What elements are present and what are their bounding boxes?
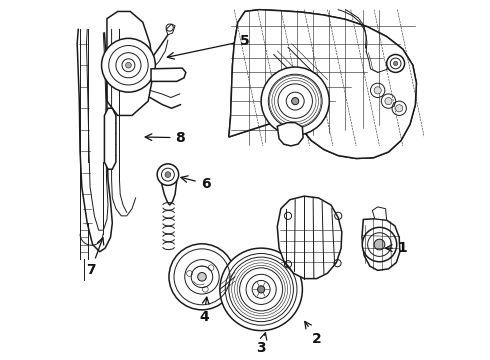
Polygon shape [277, 123, 303, 146]
Text: 2: 2 [305, 321, 321, 346]
Circle shape [220, 248, 302, 330]
Circle shape [387, 54, 405, 72]
Circle shape [261, 67, 329, 135]
Circle shape [362, 227, 397, 262]
Polygon shape [229, 10, 416, 158]
Text: 3: 3 [256, 333, 267, 355]
Polygon shape [372, 207, 387, 220]
Text: 6: 6 [181, 176, 210, 190]
Polygon shape [151, 68, 186, 81]
Text: 5: 5 [167, 34, 250, 59]
Polygon shape [277, 196, 342, 279]
Circle shape [169, 244, 235, 310]
Text: 1: 1 [386, 241, 408, 255]
Polygon shape [107, 12, 153, 116]
Polygon shape [166, 24, 175, 35]
Circle shape [292, 98, 299, 105]
Circle shape [395, 105, 403, 112]
Circle shape [165, 172, 171, 177]
Circle shape [246, 274, 276, 305]
Text: 7: 7 [86, 238, 104, 277]
Circle shape [385, 98, 392, 105]
Circle shape [185, 260, 219, 294]
Circle shape [374, 87, 381, 94]
Circle shape [258, 286, 265, 293]
Circle shape [125, 62, 131, 68]
Circle shape [116, 53, 141, 78]
Circle shape [278, 84, 313, 118]
Polygon shape [104, 108, 116, 169]
Circle shape [197, 273, 206, 281]
Polygon shape [362, 219, 400, 270]
Circle shape [157, 164, 179, 185]
Circle shape [374, 239, 385, 250]
Text: 8: 8 [145, 131, 185, 145]
Polygon shape [229, 10, 416, 158]
Text: 4: 4 [199, 297, 209, 324]
Circle shape [393, 61, 398, 66]
Polygon shape [161, 175, 177, 205]
Circle shape [101, 39, 155, 92]
